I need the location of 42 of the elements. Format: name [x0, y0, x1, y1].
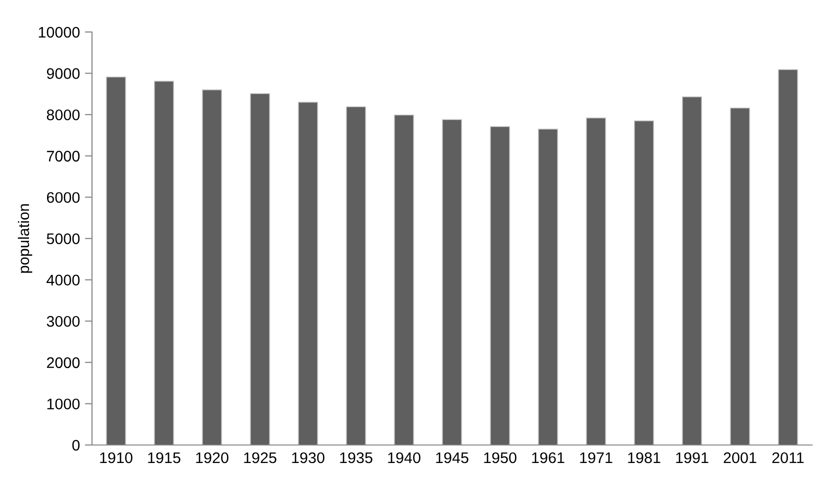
bar [250, 93, 270, 445]
bar [154, 80, 174, 445]
x-tick-label: 1961 [532, 452, 564, 464]
bar [778, 69, 798, 445]
x-tick-label: 1991 [676, 452, 708, 464]
y-tick-label: 0 [72, 440, 80, 451]
bar [298, 102, 318, 445]
y-tick-label: 1000 [47, 398, 80, 410]
y-tick-label: 2000 [46, 357, 80, 368]
y-tick-label: 9000 [46, 68, 80, 79]
x-tick-label: 1930 [292, 452, 324, 464]
x-tick-label: 1935 [340, 452, 372, 464]
x-tick-label: 2001 [724, 452, 756, 464]
bar [634, 120, 654, 445]
bar [346, 106, 366, 445]
x-tick-label: 1910 [100, 452, 132, 464]
x-tick-label: 1920 [196, 452, 228, 464]
x-tick-label: 1971 [580, 452, 612, 464]
bar [730, 108, 750, 445]
x-tick-label: 2011 [772, 452, 804, 464]
bar [490, 126, 510, 445]
y-tick-label: 4000 [46, 274, 80, 286]
y-tick-label: 10000 [38, 26, 80, 38]
x-tick-label: 1945 [436, 452, 468, 464]
x-tick-label: 1950 [484, 452, 516, 464]
bar [538, 128, 558, 445]
y-tick-label: 6000 [46, 192, 80, 203]
x-tick-label: 1925 [244, 452, 276, 464]
y-axis-title: population [18, 204, 32, 273]
bar [394, 114, 414, 445]
bar [442, 119, 462, 445]
y-tick-label: 3000 [46, 316, 80, 327]
bar [682, 96, 702, 445]
x-tick-label: 1940 [388, 452, 420, 464]
bar [106, 76, 126, 445]
x-tick-label: 1915 [148, 452, 180, 464]
y-tick-label: 7000 [46, 150, 80, 162]
bar [202, 89, 222, 445]
y-tick-label: 5000 [46, 233, 80, 244]
bar [586, 117, 606, 445]
x-tick-label: 1981 [628, 452, 660, 464]
y-tick-label: 8000 [46, 109, 80, 120]
